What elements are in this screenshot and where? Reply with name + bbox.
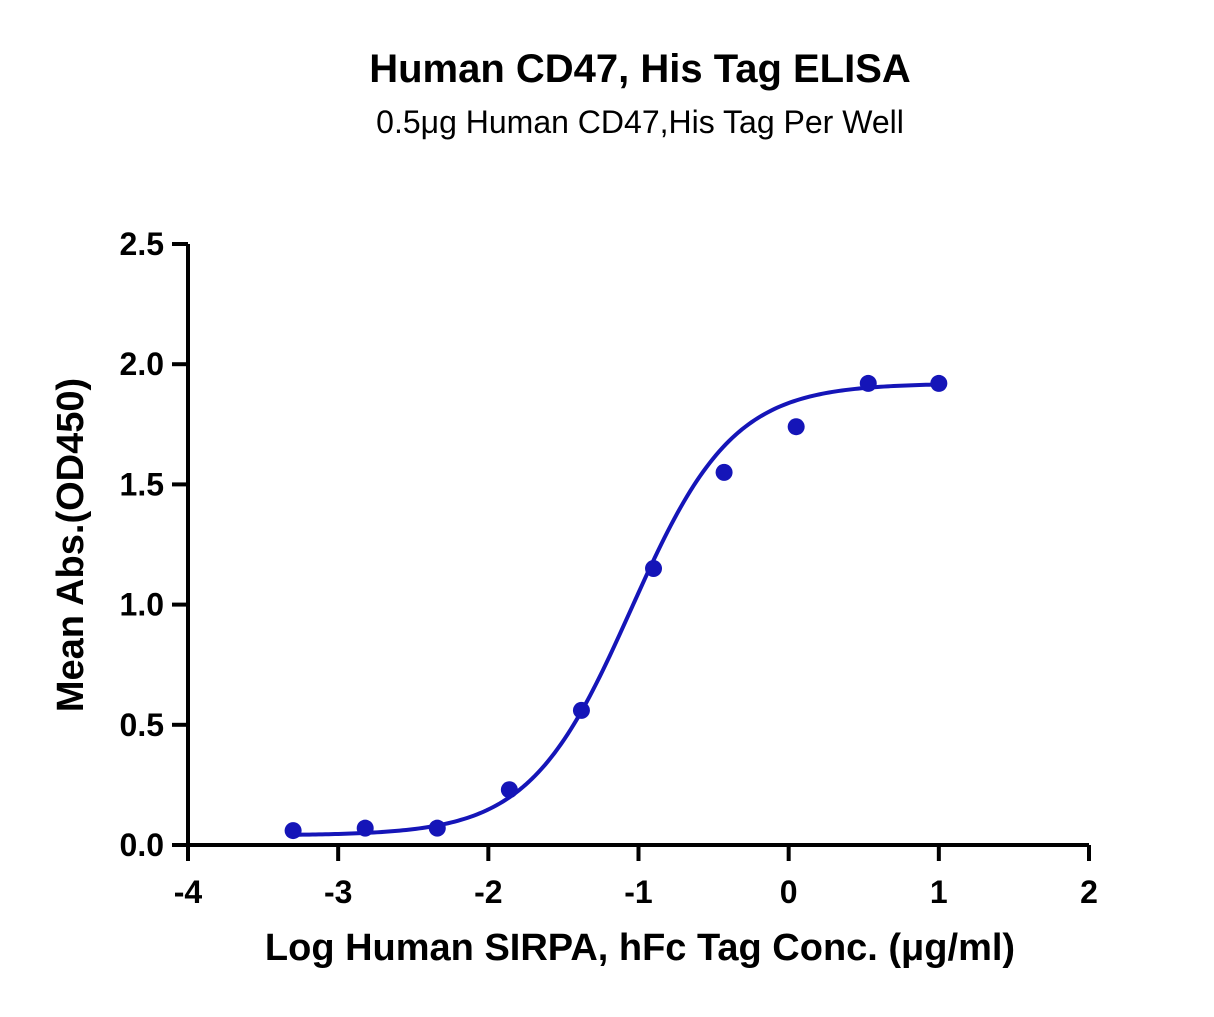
data-point <box>930 374 948 392</box>
chart-subtitle: 0.5μg Human CD47,His Tag Per Well <box>376 104 904 140</box>
data-point <box>284 822 302 840</box>
data-point <box>715 463 733 481</box>
y-tick-label: 2.0 <box>120 346 164 382</box>
x-tick-label: -1 <box>624 874 652 910</box>
data-point <box>859 374 877 392</box>
y-tick-label: 1.0 <box>120 587 164 623</box>
x-axis-label: Log Human SIRPA, hFc Tag Conc. (μg/ml) <box>265 927 1015 969</box>
data-point <box>787 418 805 436</box>
chart-title: Human CD47, His Tag ELISA <box>369 47 911 91</box>
y-tick-label: 0.5 <box>120 707 164 743</box>
tick-layer: 0.0 0.5 1.0 1.5 2.0 2.5 -4 -3 -2 -1 0 1 2 <box>120 226 1098 910</box>
x-tick-label: 2 <box>1080 874 1098 910</box>
data-points <box>284 374 948 840</box>
x-tick-label: -2 <box>474 874 502 910</box>
data-point <box>572 701 590 719</box>
data-point <box>645 560 663 578</box>
data-point <box>428 819 446 837</box>
y-tick-label: 2.5 <box>120 226 164 262</box>
x-tick-label: 0 <box>780 874 798 910</box>
x-tick-label: -3 <box>324 874 352 910</box>
y-tick-label: 1.5 <box>120 466 164 502</box>
x-tick-label: -4 <box>174 874 203 910</box>
fit-curve <box>293 382 939 837</box>
y-axis-label: Mean Abs.(OD450) <box>50 378 92 712</box>
data-point <box>500 781 518 799</box>
y-tick-label: 0.0 <box>120 827 164 863</box>
x-tick-label: 1 <box>930 874 948 910</box>
data-point <box>356 819 374 837</box>
